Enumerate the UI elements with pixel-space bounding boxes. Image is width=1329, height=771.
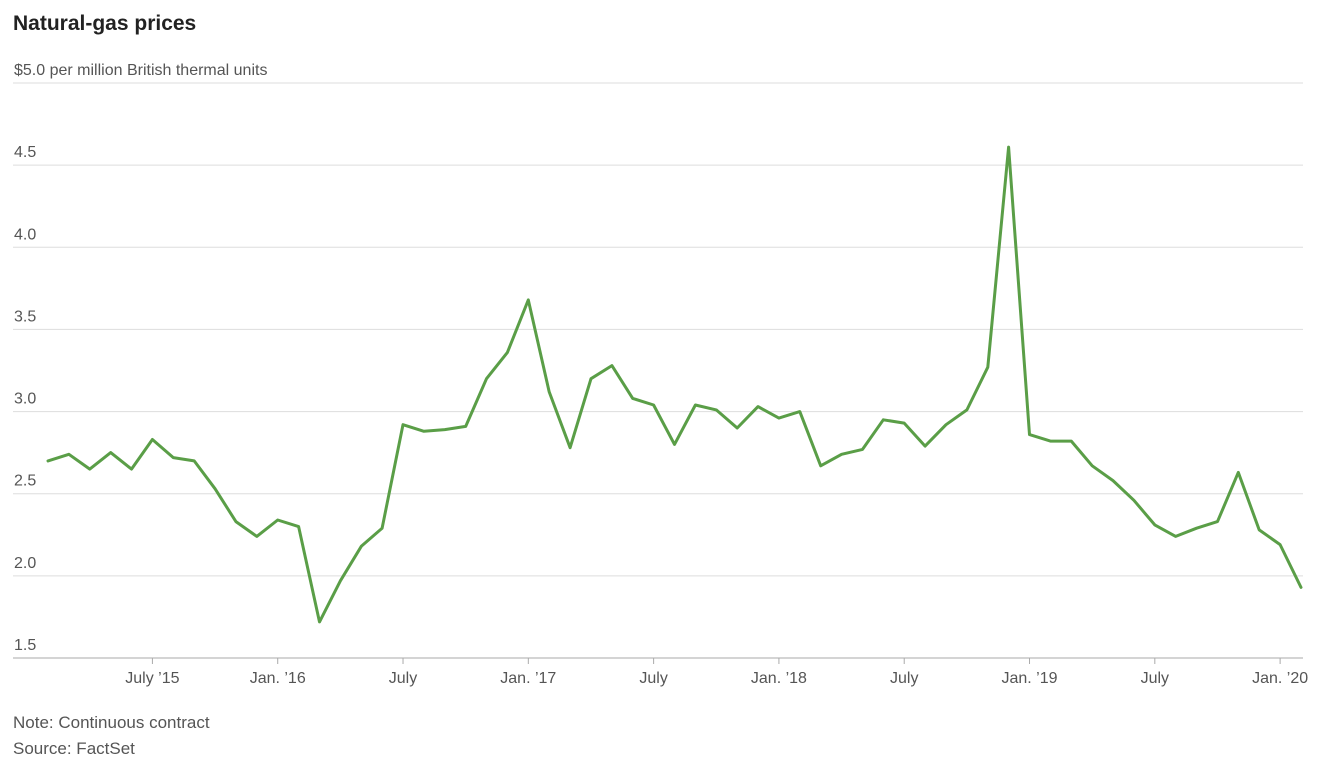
y-tick-label: 4.0	[14, 226, 36, 243]
y-tick-label: $5.0 per million British thermal units	[14, 62, 267, 79]
y-tick-label: 3.5	[14, 308, 36, 325]
x-tick-label: Jan. ’16	[250, 670, 306, 687]
price-series-line	[46, 145, 1303, 624]
x-tick-label: July	[389, 670, 417, 687]
chart-title: Natural-gas prices	[13, 12, 197, 35]
x-tick-label: Jan. ’18	[751, 670, 807, 687]
x-tick-label: Jan. ’17	[500, 670, 556, 687]
y-tick-label: 4.5	[14, 144, 36, 161]
y-tick-label: 3.0	[14, 391, 36, 408]
x-axis: July ’15 Jan. ’16 July Jan. ’17 July Jan. ’18…	[125, 658, 1308, 687]
x-tick-label: Jan. ’19	[1001, 670, 1057, 687]
x-tick-label: July ’15	[125, 670, 179, 687]
y-tick-label: 2.0	[14, 555, 36, 572]
x-tick-label: July	[890, 670, 918, 687]
x-tick-label: Jan. ’20	[1252, 670, 1308, 687]
y-tick-label: 1.5	[14, 637, 36, 654]
chart-source: Source: FactSet	[13, 739, 135, 758]
x-tick-label: July	[1141, 670, 1169, 687]
x-tick-label: July	[639, 670, 667, 687]
series	[46, 145, 1303, 624]
chart-note: Note: Continuous contract	[13, 713, 210, 732]
gridlines	[13, 82, 1303, 659]
y-axis-labels: $5.0 per million British thermal units 4.…	[14, 62, 267, 654]
y-tick-label: 2.5	[14, 473, 36, 490]
